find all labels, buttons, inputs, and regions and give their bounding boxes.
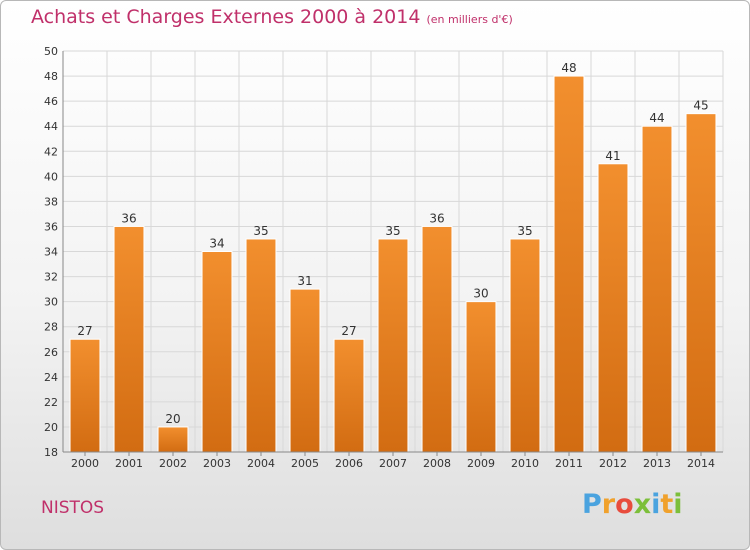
bar [201, 251, 233, 453]
bar [289, 288, 321, 453]
commune-name: NISTOS [41, 498, 105, 518]
y-tick-label: 30 [44, 296, 58, 309]
data-label: 27 [341, 324, 356, 338]
x-tick-label: 2010 [511, 457, 539, 470]
x-tick-label: 2011 [555, 457, 583, 470]
proxiti-logo: Proxiti [582, 489, 683, 520]
y-tick-label: 24 [44, 371, 58, 384]
bars: 27 36 20 34 35 31 27 35 36 30 35 48 41 44 45 [69, 61, 717, 453]
x-tick-label: 2013 [643, 457, 671, 470]
logo-letter: P [582, 489, 602, 520]
logo-letter: i [651, 489, 661, 520]
data-label: 36 [429, 211, 444, 225]
logo-letter: o [615, 489, 634, 520]
data-label: 44 [649, 111, 664, 125]
data-label: 20 [165, 412, 180, 426]
y-tick-label: 46 [44, 95, 58, 108]
x-tick-label: 2007 [379, 457, 407, 470]
x-tick-label: 2005 [291, 457, 319, 470]
data-label: 35 [385, 224, 400, 238]
x-tick-label: 2002 [159, 457, 187, 470]
y-tick-label: 44 [44, 120, 58, 133]
bar [465, 301, 497, 453]
title-text: Achats et Charges Externes 2000 à 2014 [31, 6, 421, 28]
chart-subtitle: (en milliers d'€) [426, 13, 513, 26]
logo-letter: t [660, 489, 674, 520]
bar [69, 338, 101, 453]
x-tick-label: 2008 [423, 457, 451, 470]
data-label: 31 [297, 274, 312, 288]
bar [509, 238, 541, 453]
data-label: 45 [693, 99, 708, 113]
x-tick-label: 2009 [467, 457, 495, 470]
y-tick-label: 36 [44, 220, 58, 233]
y-tick-label: 34 [44, 246, 58, 259]
y-tick-label: 42 [44, 145, 58, 158]
y-tick-label: 48 [44, 70, 58, 83]
y-tick-label: 18 [44, 446, 58, 459]
y-tick-label: 28 [44, 321, 58, 334]
y-tick-label: 38 [44, 195, 58, 208]
y-tick-label: 26 [44, 346, 58, 359]
x-tick-label: 2012 [599, 457, 627, 470]
data-label: 30 [473, 287, 488, 301]
logo-letter: x [633, 489, 652, 520]
bar [641, 125, 673, 453]
y-tick-label: 22 [44, 396, 58, 409]
bar [157, 426, 189, 453]
data-label: 35 [253, 224, 268, 238]
x-tick-label: 2004 [247, 457, 275, 470]
y-tick-label: 40 [44, 170, 58, 183]
bar [245, 238, 277, 453]
axes: 18 20 22 24 26 28 30 32 34 36 38 40 42 44 46 48 50 2000 20… [44, 45, 723, 470]
bar [377, 238, 409, 453]
bar [421, 225, 453, 453]
y-tick-label: 50 [44, 45, 58, 58]
logo-letter: r [601, 489, 616, 520]
data-label: 34 [209, 237, 224, 251]
logo-letter: i [673, 489, 683, 520]
data-label: 36 [121, 211, 136, 225]
x-tick-label: 2003 [203, 457, 231, 470]
bar [113, 225, 145, 453]
data-label: 27 [77, 324, 92, 338]
x-tick-label: 2014 [687, 457, 715, 470]
bar [553, 75, 585, 453]
x-tick-label: 2006 [335, 457, 363, 470]
bar [597, 163, 629, 453]
data-label: 48 [561, 61, 576, 75]
y-tick-label: 20 [44, 421, 58, 434]
chart-title: Achats et Charges Externes 2000 à 2014 (e… [31, 6, 513, 28]
y-tick-label: 32 [44, 271, 58, 284]
bar [333, 338, 365, 453]
data-label: 41 [605, 149, 620, 163]
x-tick-label: 2000 [71, 457, 99, 470]
bar [685, 113, 717, 453]
data-label: 35 [517, 224, 532, 238]
x-tick-label: 2001 [115, 457, 143, 470]
